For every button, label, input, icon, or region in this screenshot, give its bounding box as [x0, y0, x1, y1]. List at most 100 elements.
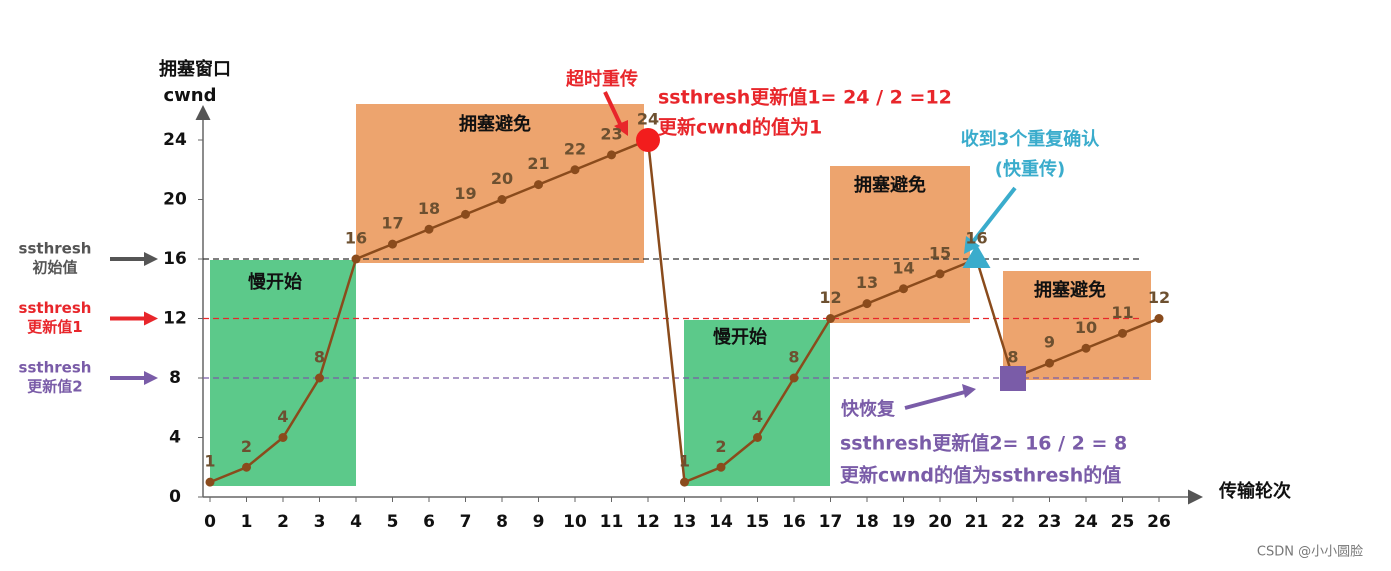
point: [1081, 343, 1091, 353]
data-label: 16: [345, 229, 367, 248]
data-label: 22: [564, 139, 586, 158]
arrow: [970, 186, 1017, 245]
annotation: (快重传): [995, 158, 1065, 180]
arrow-head: [614, 120, 628, 136]
data-label: 12: [1148, 288, 1170, 307]
annotation: ssthresh更新值1= 24 / 2 =12: [658, 86, 952, 109]
data-label: 1: [679, 452, 690, 471]
point: [351, 254, 361, 264]
data-label: 1: [204, 452, 215, 471]
region-label: 拥塞避免: [1034, 279, 1106, 301]
threshold-arrow-head: [144, 311, 158, 326]
dup-ack-marker: [962, 244, 991, 268]
data-label: 10: [1075, 318, 1097, 337]
x-tick-label: 16: [782, 512, 806, 532]
y-tick-label: 16: [163, 249, 187, 269]
point: [1118, 328, 1127, 338]
data-label: 11: [1111, 303, 1133, 322]
arrow-head: [964, 236, 980, 254]
x-tick-label: 2: [277, 512, 289, 532]
threshold-label: 初始值: [32, 259, 77, 277]
annotation: 超时重传: [566, 68, 638, 90]
point: [607, 150, 616, 160]
avoidance-region: [830, 166, 970, 323]
annotation: 快恢复: [841, 398, 896, 420]
point: [570, 165, 580, 175]
point: [388, 239, 397, 249]
y-tick-label: 0: [169, 487, 181, 507]
x-tick-label: 14: [709, 512, 733, 532]
point: [242, 462, 251, 472]
fast-recovery-marker: [1000, 366, 1026, 391]
slow-start-region: [684, 320, 830, 486]
x-tick-label: 3: [314, 512, 326, 532]
threshold-label: 更新值2: [27, 378, 82, 396]
y-tick-label: 8: [169, 368, 181, 388]
data-label: 15: [929, 243, 951, 262]
x-tick-label: 11: [600, 512, 624, 532]
x-tick-label: 12: [636, 512, 660, 532]
x-tick-label: 8: [496, 512, 508, 532]
point: [461, 209, 470, 219]
data-label: 2: [715, 437, 726, 456]
y-tick-label: 20: [163, 190, 187, 210]
y-tick-label: 24: [163, 130, 187, 150]
slow-start-region: [210, 260, 356, 486]
data-label: 8: [788, 348, 799, 367]
data-label: 21: [527, 154, 549, 173]
data-label: 4: [752, 407, 763, 426]
x-tick-label: 17: [819, 512, 843, 532]
point: [935, 269, 945, 279]
x-tick-label: 20: [928, 512, 952, 532]
x-tick-label: 19: [892, 512, 916, 532]
annotation: ssthresh更新值2= 16 / 2 = 8: [840, 432, 1127, 455]
point: [862, 299, 872, 309]
x-tick-label: 0: [204, 512, 216, 532]
data-label: 20: [491, 169, 513, 188]
threshold-label: ssthresh: [19, 240, 92, 258]
threshold-label: 更新值1: [27, 318, 82, 336]
x-tick-label: 4: [350, 512, 362, 532]
data-label: 19: [454, 184, 476, 203]
data-label: 16: [965, 229, 987, 248]
x-tick-label: 22: [1001, 512, 1025, 532]
data-label: 2: [241, 437, 252, 456]
annotation: 收到3个重复确认: [961, 128, 1101, 150]
arrow: [603, 91, 624, 129]
x-tick-label: 25: [1111, 512, 1135, 532]
point: [680, 477, 689, 487]
data-label: 17: [381, 214, 403, 233]
point: [534, 180, 543, 190]
point: [1154, 314, 1164, 323]
data-label: 8: [314, 348, 325, 367]
avoidance-region: [1003, 271, 1151, 380]
avoidance-region: [356, 104, 644, 263]
point: [826, 314, 835, 323]
data-label: 9: [1044, 333, 1055, 352]
x-tick-label: 23: [1038, 512, 1062, 532]
region-label: 拥塞避免: [459, 113, 531, 135]
threshold-arrow-head: [144, 371, 158, 385]
arrow: [904, 390, 966, 410]
data-label: 8: [1007, 348, 1018, 367]
point: [315, 373, 324, 383]
data-label: 4: [277, 407, 288, 426]
region-label: 拥塞避免: [854, 174, 926, 196]
point: [753, 433, 762, 442]
x-tick-label: 13: [673, 512, 697, 532]
point: [497, 195, 507, 204]
x-tick-label: 1: [241, 512, 253, 532]
data-label: 12: [819, 288, 841, 307]
annotation: 更新cwnd的值为ssthresh的值: [840, 464, 1121, 487]
point: [1045, 358, 1054, 368]
x-tick-label: 9: [533, 512, 545, 532]
data-label: 23: [600, 124, 622, 143]
data-label: 14: [892, 258, 914, 277]
timeout-marker: [636, 128, 660, 152]
point: [424, 224, 434, 234]
x-tick-label: 24: [1074, 512, 1098, 532]
y-tick-label: 4: [169, 428, 181, 448]
x-axis-title: 传输轮次: [1218, 480, 1291, 502]
annotation: 更新cwnd的值为1: [658, 116, 822, 139]
x-tick-label: 10: [563, 512, 587, 532]
